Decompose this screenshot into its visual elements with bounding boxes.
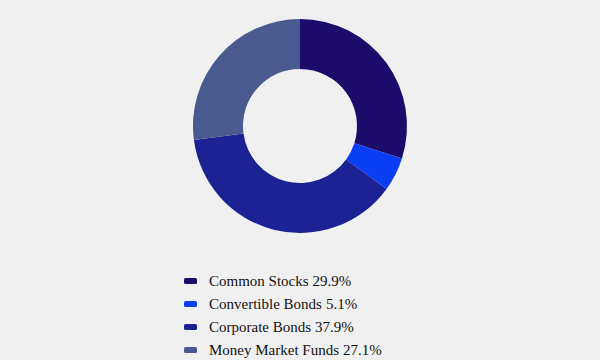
background xyxy=(0,0,600,360)
legend-category: Corporate Bonds xyxy=(209,319,311,335)
legend-swatch xyxy=(184,278,197,284)
legend-value: 27.1% xyxy=(343,342,382,358)
slice xyxy=(300,19,407,158)
legend: Common Stocks29.9%Convertible Bonds5.1%C… xyxy=(184,273,382,358)
legend-swatch xyxy=(184,347,197,353)
chart-svg: Common Stocks29.9%Convertible Bonds5.1%C… xyxy=(0,0,600,360)
legend-category: Common Stocks xyxy=(209,273,309,289)
legend-category: Convertible Bonds xyxy=(209,296,322,312)
slices xyxy=(193,19,407,233)
legend-value: 29.9% xyxy=(313,273,352,289)
slice xyxy=(194,133,387,233)
chart-container: Common Stocks29.9%Convertible Bonds5.1%C… xyxy=(0,0,600,360)
legend-value: 5.1% xyxy=(326,296,357,312)
legend-label: Common Stocks29.9% xyxy=(209,273,351,289)
legend-value: 37.9% xyxy=(315,319,354,335)
legend-label: Money Market Funds27.1% xyxy=(209,342,382,358)
slice xyxy=(193,19,300,140)
legend-label: Convertible Bonds5.1% xyxy=(209,296,357,312)
legend-label: Corporate Bonds37.9% xyxy=(209,319,354,335)
legend-swatch xyxy=(184,301,197,307)
legend-swatch xyxy=(184,324,197,330)
legend-category: Money Market Funds xyxy=(209,342,339,358)
